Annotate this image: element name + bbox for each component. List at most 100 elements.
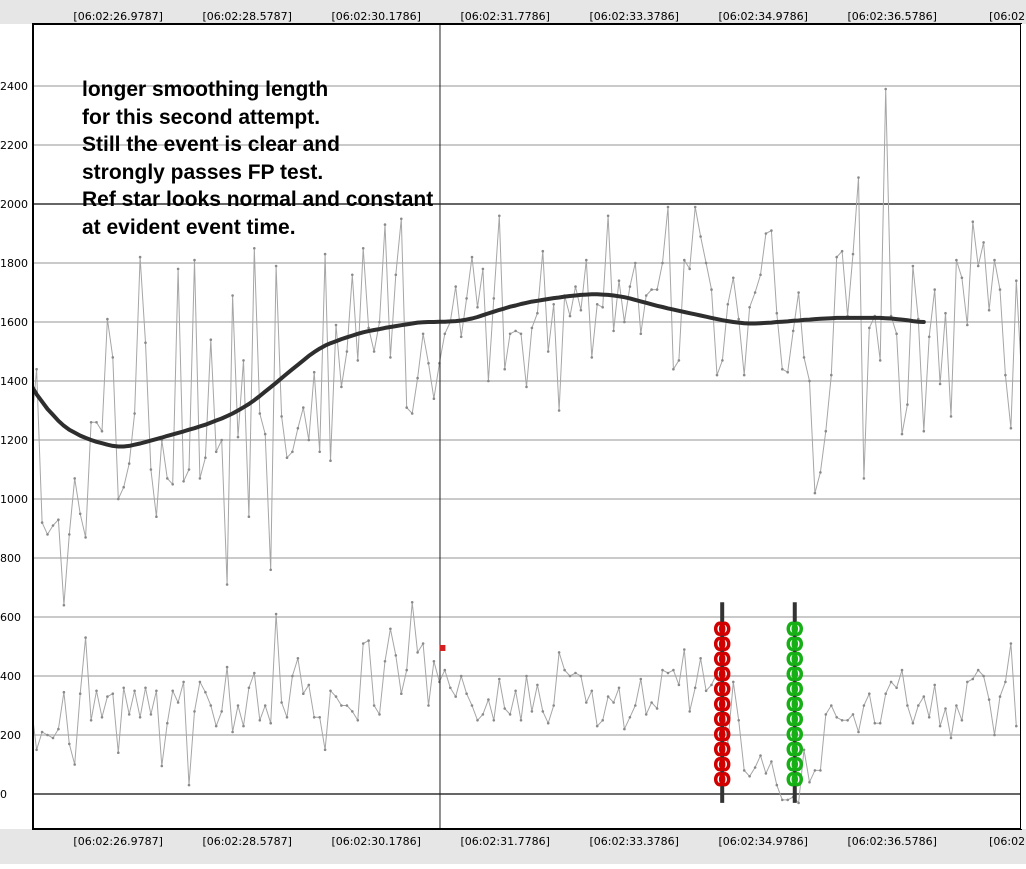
data-point — [346, 704, 349, 707]
y-tick-label: 200 — [0, 729, 21, 742]
data-point — [645, 713, 648, 716]
data-point — [90, 719, 93, 722]
data-point — [329, 690, 332, 693]
data-point — [46, 734, 49, 737]
data-point — [525, 675, 528, 678]
data-point — [748, 306, 751, 309]
data-point — [895, 687, 898, 690]
data-point — [90, 421, 93, 424]
data-point — [411, 601, 414, 604]
data-point — [226, 583, 229, 586]
data-point — [351, 710, 354, 713]
data-point — [618, 279, 621, 282]
data-point — [601, 306, 604, 309]
data-point — [966, 324, 969, 327]
data-point — [112, 692, 115, 695]
data-point — [852, 253, 855, 256]
data-point — [242, 725, 245, 728]
data-point — [699, 235, 702, 238]
data-point — [226, 666, 229, 669]
data-point — [269, 722, 272, 725]
data-point — [808, 380, 811, 383]
data-point — [253, 247, 256, 250]
data-point — [324, 253, 327, 256]
data-point — [683, 648, 686, 651]
data-point — [705, 690, 708, 693]
data-point — [982, 241, 985, 244]
data-point — [852, 713, 855, 716]
data-point — [961, 277, 964, 280]
ref-star-raw-series — [30, 88, 1026, 607]
x-tick-label-bottom: [06:02:31.7786] — [460, 835, 549, 848]
series-layer — [30, 88, 1026, 805]
data-point — [291, 675, 294, 678]
data-point — [552, 704, 555, 707]
data-point — [41, 521, 44, 524]
data-point — [710, 288, 713, 291]
data-point — [656, 707, 659, 710]
data-point — [259, 412, 262, 415]
y-tick-label: 1400 — [0, 375, 28, 388]
data-point — [476, 306, 479, 309]
data-point — [416, 651, 419, 654]
data-point — [999, 288, 1002, 291]
data-point — [906, 704, 909, 707]
data-point — [770, 229, 773, 232]
data-point — [444, 333, 447, 336]
data-point — [220, 710, 223, 713]
data-point — [814, 492, 817, 495]
data-point — [220, 439, 223, 442]
data-point — [150, 468, 153, 471]
data-point — [716, 374, 719, 377]
data-point — [144, 341, 147, 344]
data-point — [732, 681, 735, 684]
data-point — [944, 312, 947, 315]
data-point — [939, 725, 942, 728]
data-point — [830, 374, 833, 377]
data-point — [542, 250, 545, 253]
data-point — [444, 669, 447, 672]
y-tick-label: 1800 — [0, 257, 28, 270]
data-point — [863, 477, 866, 480]
data-point — [988, 309, 991, 312]
data-point — [661, 262, 664, 265]
data-point — [743, 374, 746, 377]
data-point — [308, 439, 311, 442]
data-point — [727, 303, 730, 306]
data-point — [781, 799, 784, 802]
data-point — [944, 707, 947, 710]
data-point — [868, 327, 871, 330]
data-point — [171, 483, 174, 486]
x-tick-label-top: [06:02:33.3786] — [589, 10, 678, 23]
data-point — [988, 698, 991, 701]
data-point — [155, 690, 158, 693]
data-point — [139, 716, 142, 719]
data-point — [683, 259, 686, 262]
data-point — [993, 734, 996, 737]
data-point — [161, 765, 164, 768]
data-point — [188, 784, 191, 787]
data-point — [558, 651, 561, 654]
data-point — [879, 359, 882, 362]
data-point — [73, 763, 76, 766]
data-point — [901, 669, 904, 672]
data-point — [1015, 725, 1018, 728]
data-point — [128, 713, 131, 716]
data-point — [781, 368, 784, 371]
data-point — [57, 728, 60, 731]
data-point — [694, 206, 697, 209]
x-tick-label-top: [06:02:28.5787] — [202, 10, 291, 23]
data-point — [650, 701, 653, 704]
data-point — [340, 704, 343, 707]
data-point — [237, 436, 240, 439]
data-point — [237, 704, 240, 707]
data-point — [308, 684, 311, 687]
data-point — [531, 710, 534, 713]
data-point — [1010, 642, 1013, 645]
data-point — [863, 704, 866, 707]
data-point — [672, 669, 675, 672]
data-point — [825, 713, 828, 716]
data-point — [35, 749, 38, 752]
data-point — [454, 285, 457, 288]
data-point — [1015, 279, 1018, 282]
